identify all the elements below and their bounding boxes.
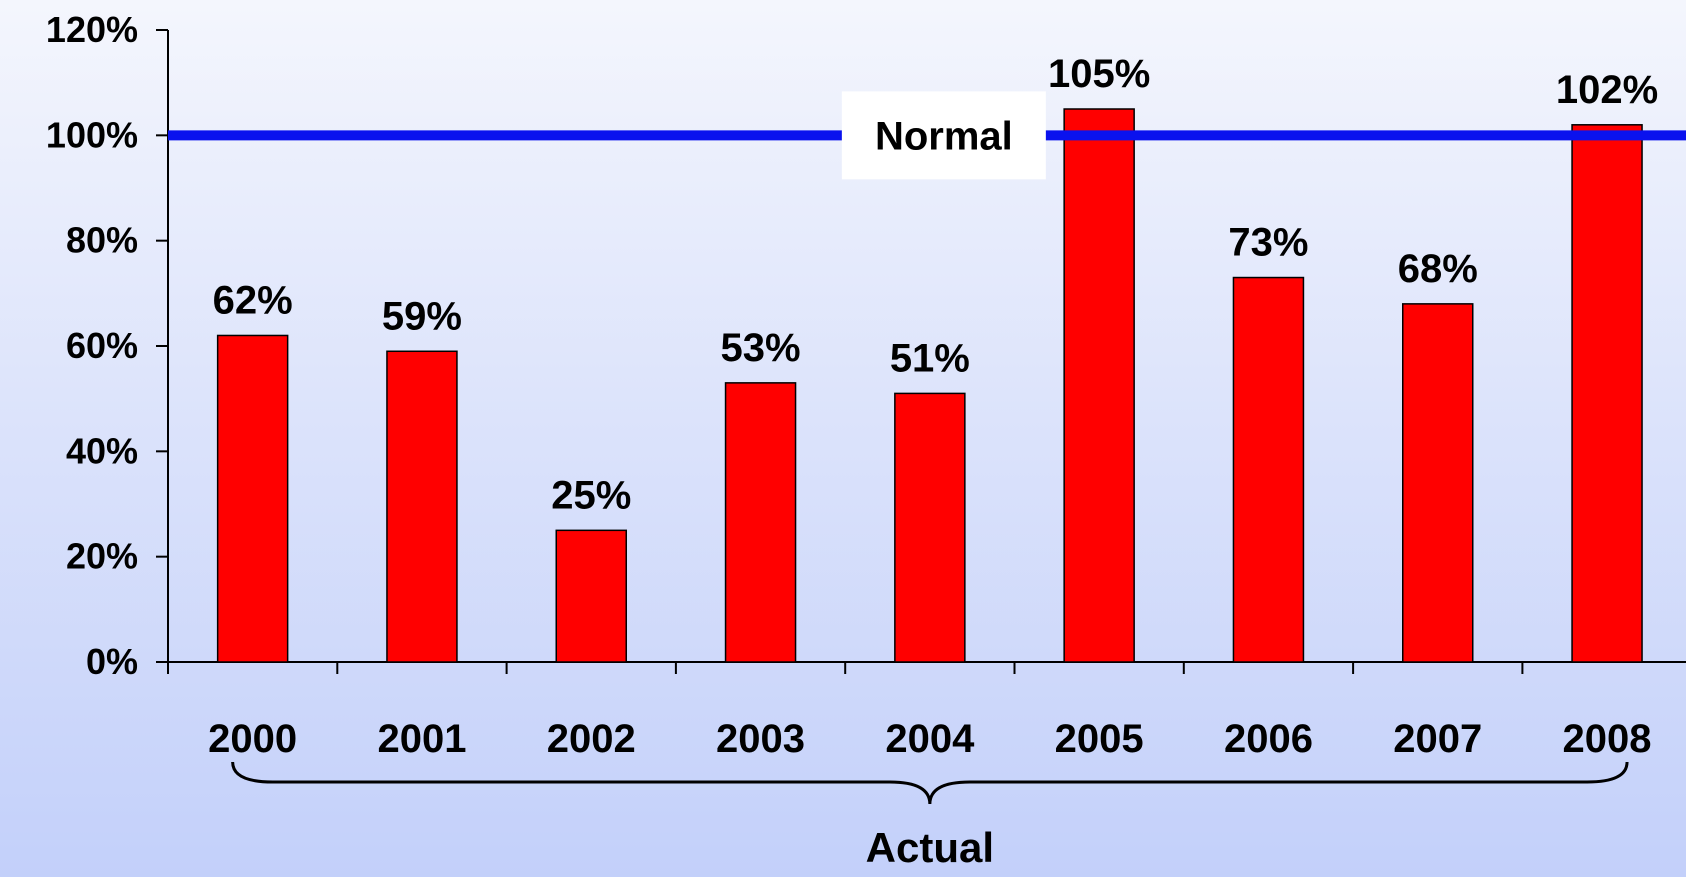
y-tick-label: 40% <box>66 430 138 471</box>
y-tick-label: 120% <box>46 9 138 50</box>
x-tick-label-2000: 2000 <box>208 717 297 761</box>
x-tick-label-2004: 2004 <box>885 717 975 761</box>
x-tick-label-2001: 2001 <box>377 717 466 761</box>
data-label-2008: 102% <box>1556 68 1658 112</box>
data-label-2001: 59% <box>382 294 462 338</box>
x-tick-label-2006: 2006 <box>1224 717 1313 761</box>
y-tick-label: 100% <box>46 114 138 155</box>
bracket-label: Actual <box>866 824 994 871</box>
data-label-2006: 73% <box>1228 221 1308 265</box>
y-tick-label: 60% <box>66 325 138 366</box>
bar-2000 <box>216 334 289 663</box>
x-tick-label-2007: 2007 <box>1393 717 1482 761</box>
data-label-2004: 51% <box>890 336 970 380</box>
x-tick-label-2002: 2002 <box>547 717 636 761</box>
bar-2001 <box>386 350 458 663</box>
bar-2003 <box>724 382 797 663</box>
bar-2006 <box>1232 276 1305 663</box>
reference-label: Normal <box>875 114 1013 158</box>
data-label-2007: 68% <box>1398 247 1478 291</box>
data-label-2003: 53% <box>721 326 801 370</box>
x-tick-label-2008: 2008 <box>1563 717 1652 761</box>
y-tick-label: 20% <box>66 536 138 577</box>
reference-label-box <box>841 91 1046 180</box>
y-tick-label: 0% <box>86 641 138 682</box>
bar-2005 <box>1063 108 1135 663</box>
data-label-2000: 62% <box>213 278 293 322</box>
data-label-2005: 105% <box>1048 52 1150 96</box>
x-tick-label-2005: 2005 <box>1055 717 1144 761</box>
bar-2007 <box>1402 303 1474 663</box>
bracket <box>231 761 1629 805</box>
data-label-2002: 25% <box>551 473 631 517</box>
y-tick-label: 80% <box>66 220 138 261</box>
x-tick-label-2003: 2003 <box>716 717 805 761</box>
bar-2002 <box>555 529 627 663</box>
bar-2004 <box>894 392 966 663</box>
plot-area: 0% 20% 40% 60% 80% 100% 120% 2000 62% 2001 59% 2002… <box>46 9 1686 871</box>
bar-2008 <box>1571 124 1643 663</box>
